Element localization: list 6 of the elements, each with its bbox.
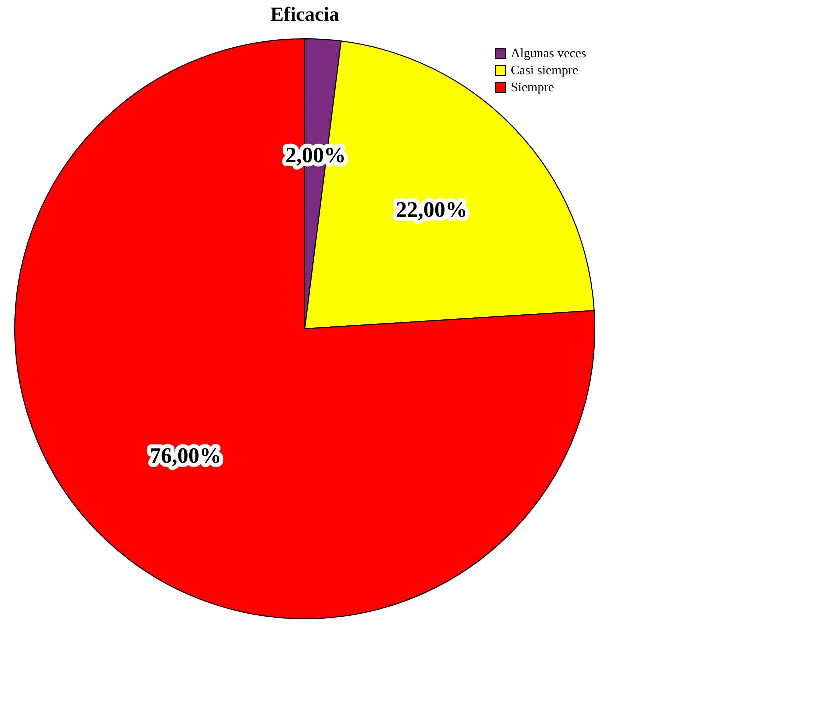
data-label: 76,00%	[150, 442, 222, 468]
data-label: 22,00%	[396, 196, 468, 222]
legend-label: Algunas veces	[511, 46, 586, 60]
chart-title: Eficacia	[270, 4, 340, 26]
legend-label: Casi siempre	[511, 62, 579, 78]
legend-label: Siempre	[511, 80, 555, 94]
